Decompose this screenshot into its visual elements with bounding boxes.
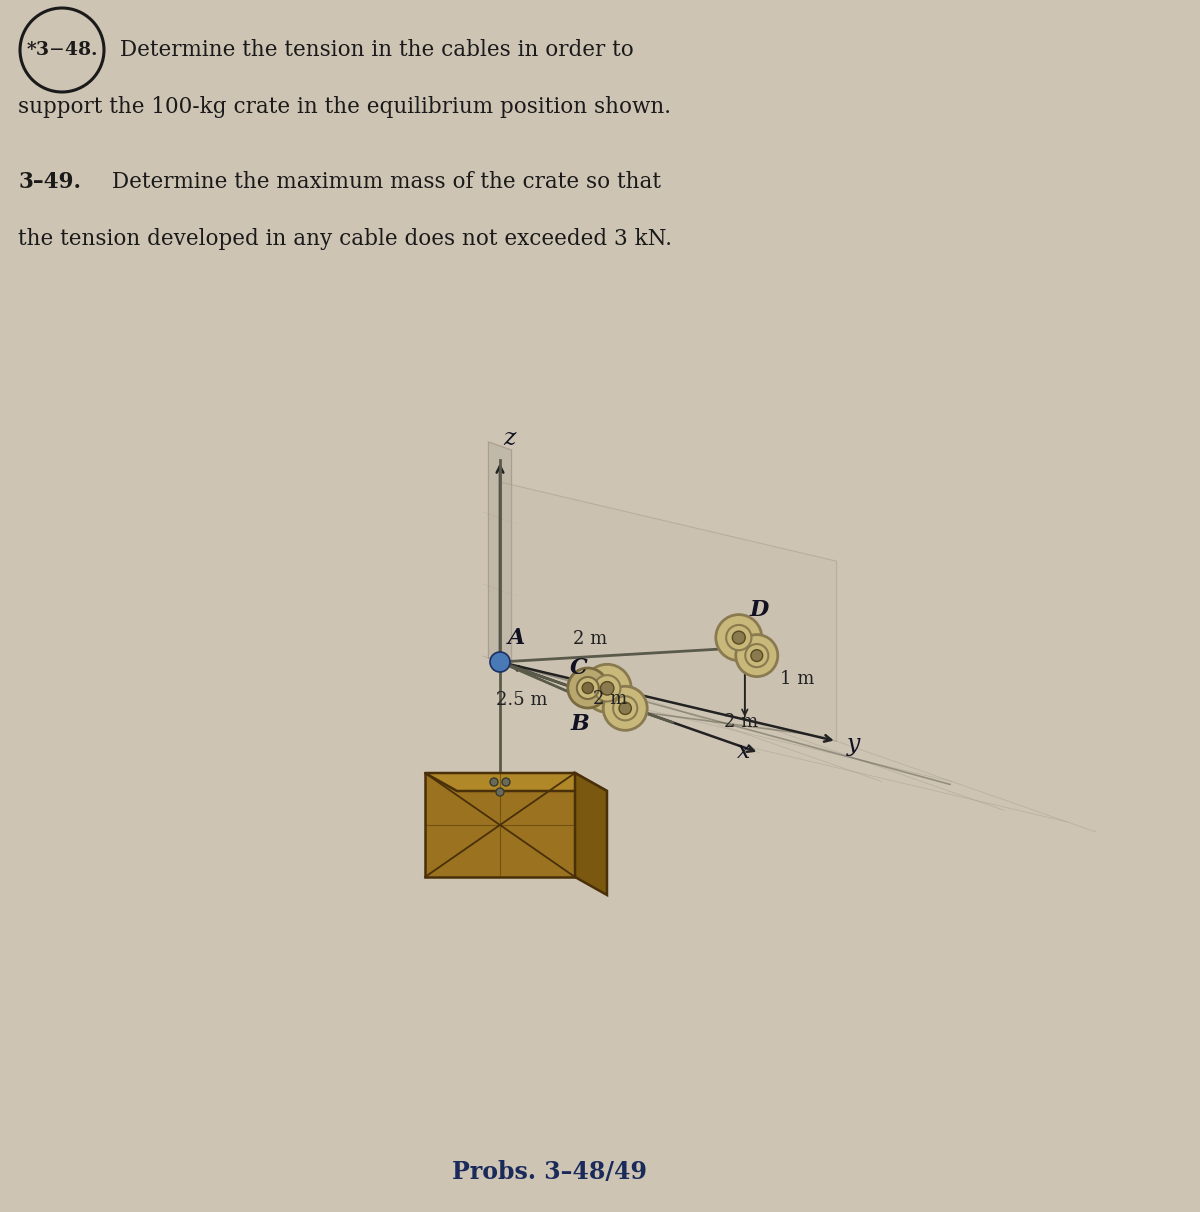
Text: z: z xyxy=(503,428,516,451)
Text: B: B xyxy=(571,713,589,734)
Circle shape xyxy=(582,682,594,693)
Text: A: A xyxy=(508,627,526,648)
Text: the tension developed in any cable does not exceeded 3 kN.: the tension developed in any cable does … xyxy=(18,228,672,250)
Text: 3–49.: 3–49. xyxy=(18,171,82,193)
Circle shape xyxy=(619,702,631,715)
Circle shape xyxy=(594,675,620,702)
Text: Probs. 3–48/49: Probs. 3–48/49 xyxy=(452,1160,648,1184)
Circle shape xyxy=(490,652,510,671)
Polygon shape xyxy=(575,773,607,894)
Polygon shape xyxy=(425,773,575,877)
Text: 2.5 m: 2.5 m xyxy=(497,691,548,709)
Text: Determine the tension in the cables in order to: Determine the tension in the cables in o… xyxy=(120,39,634,61)
Circle shape xyxy=(568,668,607,708)
Polygon shape xyxy=(488,442,511,667)
Circle shape xyxy=(502,778,510,787)
Circle shape xyxy=(583,664,631,713)
Text: support the 100-kg crate in the equilibrium position shown.: support the 100-kg crate in the equilibr… xyxy=(18,96,671,118)
Text: 2 m: 2 m xyxy=(593,691,628,708)
Text: 1 m: 1 m xyxy=(780,669,814,687)
Circle shape xyxy=(496,788,504,796)
Circle shape xyxy=(745,644,768,667)
Polygon shape xyxy=(425,773,607,791)
Circle shape xyxy=(751,650,763,662)
Circle shape xyxy=(577,678,599,699)
Circle shape xyxy=(716,614,762,661)
Circle shape xyxy=(490,778,498,787)
Text: y: y xyxy=(847,733,860,756)
Text: D: D xyxy=(750,599,769,621)
Text: *3$-$48.: *3$-$48. xyxy=(26,41,98,59)
Polygon shape xyxy=(500,482,836,742)
Text: C: C xyxy=(570,657,588,679)
Circle shape xyxy=(726,625,751,651)
Circle shape xyxy=(600,681,614,694)
Text: 2 m: 2 m xyxy=(572,630,607,648)
Circle shape xyxy=(732,631,745,644)
Text: Determine the maximum mass of the crate so that: Determine the maximum mass of the crate … xyxy=(112,171,661,193)
Text: 2 m: 2 m xyxy=(724,713,758,731)
Circle shape xyxy=(604,686,647,731)
Circle shape xyxy=(613,696,637,720)
Text: x: x xyxy=(737,739,750,762)
Circle shape xyxy=(736,635,778,676)
